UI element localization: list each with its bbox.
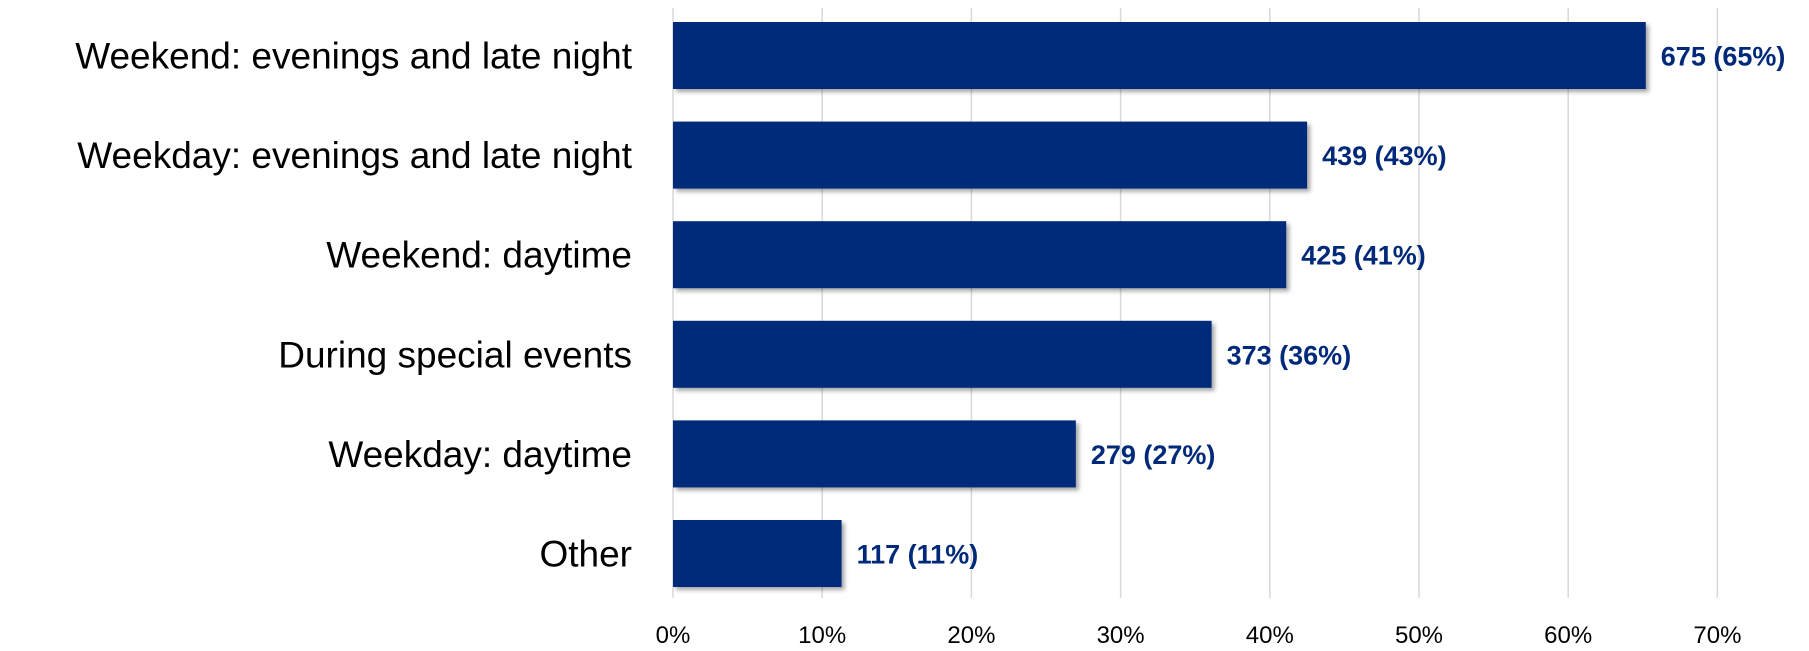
data-label: 439 (43%) <box>1322 141 1447 171</box>
x-tick-label: 60% <box>1544 622 1592 649</box>
x-tick-label: 70% <box>1693 622 1741 649</box>
bar <box>673 221 1287 289</box>
bar <box>673 420 1076 488</box>
gridlines <box>672 8 1719 598</box>
data-label: 279 (27%) <box>1091 440 1216 470</box>
data-label: 675 (65%) <box>1661 42 1786 72</box>
category-label: Weekday: evenings and late night <box>77 135 632 176</box>
x-axis-ticks: 0% 10% 20% 30% 40% 50% 60% 70% <box>656 622 1742 649</box>
x-tick-label: 50% <box>1395 622 1443 649</box>
bar <box>673 22 1646 89</box>
x-tick-label: 20% <box>947 622 995 649</box>
data-label: 373 (36%) <box>1227 340 1352 370</box>
category-label: During special events <box>278 334 632 375</box>
category-labels: Weekend: evenings and late night Weekday:… <box>75 36 632 575</box>
bars <box>673 22 1646 587</box>
data-label: 425 (41%) <box>1301 241 1426 271</box>
x-tick-label: 30% <box>1097 622 1145 649</box>
category-label: Weekend: daytime <box>326 235 632 276</box>
data-labels: 675 (65%) 439 (43%) 425 (41%) 373 (36%) 279 … <box>857 42 1786 570</box>
bar <box>673 320 1212 388</box>
bar <box>673 121 1308 189</box>
bar <box>673 520 842 587</box>
category-label: Weekday: daytime <box>328 434 632 475</box>
x-tick-label: 40% <box>1246 622 1294 649</box>
data-label: 117 (11%) <box>857 540 979 570</box>
x-tick-label: 10% <box>798 622 846 649</box>
x-tick-label: 0% <box>656 622 691 649</box>
category-label: Weekend: evenings and late night <box>75 36 632 77</box>
category-label: Other <box>539 534 632 575</box>
